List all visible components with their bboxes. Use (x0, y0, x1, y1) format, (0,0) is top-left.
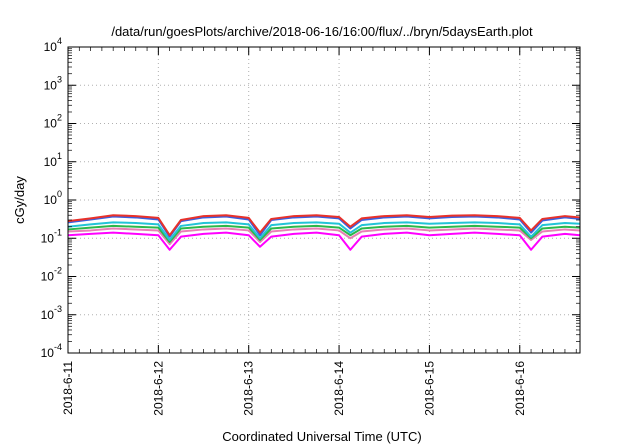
y-tick-exponent: 4 (57, 36, 62, 46)
x-tick-label: 2018-6-14 (332, 361, 346, 416)
x-tick-label: 2018-6-16 (513, 361, 527, 416)
chart-title: /data/run/goesPlots/archive/2018-06-16/1… (111, 24, 533, 39)
y-tick-exponent: 1 (57, 151, 62, 161)
y-tick-exponent: -2 (54, 266, 62, 276)
x-tick-label: 2018-6-13 (242, 361, 256, 416)
x-tick-labels: 2018-6-11 2018-6-12 2018-6-13 2018-6-14 2018… (61, 361, 527, 416)
y-tick-label: 100 (44, 189, 62, 207)
series-group (67, 214, 581, 251)
y-tick-label: 10-1 (41, 227, 62, 245)
x-tick-label: 2018-6-12 (151, 361, 165, 416)
x-tick-label: 2018-6-15 (422, 361, 436, 416)
y-tick-exponent: 2 (57, 113, 62, 123)
y-tick-base: 10 (41, 308, 55, 322)
y-tick-label: 10-4 (41, 342, 62, 360)
y-tick-exponent: -1 (54, 227, 62, 237)
series-line (67, 231, 581, 251)
series-line (67, 227, 581, 246)
tick-marks (67, 46, 580, 354)
y-tick-base: 10 (44, 78, 58, 92)
x-tick-label: 2018-6-11 (61, 361, 75, 415)
grid (68, 47, 580, 353)
y-tick-label: 102 (44, 113, 62, 131)
y-tick-base: 10 (44, 40, 58, 54)
y-axis-label: cGy/day (12, 176, 27, 224)
x-axis-label: Coordinated Universal Time (UTC) (222, 429, 421, 444)
y-tick-label: 101 (44, 151, 62, 169)
y-tick-base: 10 (44, 155, 58, 169)
y-tick-base: 10 (41, 346, 55, 360)
y-tick-exponent: 0 (57, 189, 62, 199)
y-tick-base: 10 (44, 193, 58, 207)
series-line (67, 221, 581, 241)
y-tick-exponent: -3 (54, 304, 62, 314)
series-line (67, 224, 581, 243)
y-tick-label: 104 (44, 36, 62, 54)
y-tick-base: 10 (41, 231, 55, 245)
y-tick-base: 10 (41, 270, 55, 284)
series-line (67, 214, 581, 237)
y-tick-exponent: 3 (57, 74, 62, 84)
y-tick-label: 103 (44, 74, 62, 92)
y-tick-label: 10-3 (41, 304, 62, 322)
y-tick-exponent: -4 (54, 342, 62, 352)
y-tick-base: 10 (44, 117, 58, 131)
y-tick-label: 10-2 (41, 266, 62, 284)
